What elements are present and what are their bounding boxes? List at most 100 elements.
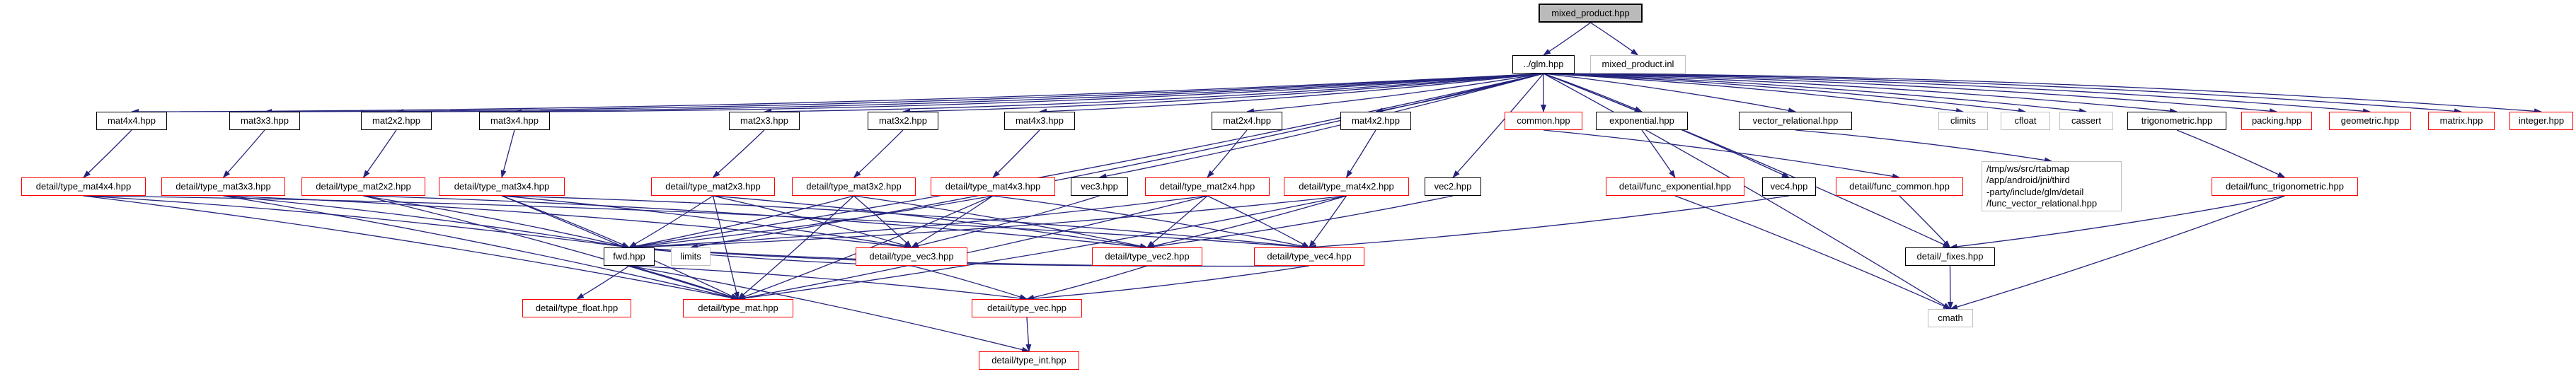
edge-type-mat4x3-to-fwd-hpp xyxy=(628,195,994,250)
edge-glm-hpp-to-cassert xyxy=(1543,73,2087,114)
edge-common-hpp-to-func-common xyxy=(1543,129,1900,180)
edge-type-mat3x3-to-type-mat xyxy=(223,195,739,300)
edge-vec2-hpp-to-type-vec2 xyxy=(1146,195,1454,250)
edge-type-mat4x2-to-type-vec4 xyxy=(1309,195,1347,248)
node-mat4x2-hpp[interactable]: mat4x2.hpp xyxy=(1340,112,1411,130)
edge-type-mat3x4-to-type-mat xyxy=(501,195,739,300)
edge-trigonometric-hpp-to-func-trigonometric xyxy=(2176,129,2286,178)
edge-mat4x4-hpp-to-type-mat4x4 xyxy=(83,129,132,178)
node-type-vec4[interactable]: detail/type_vec4.hpp xyxy=(1254,247,1364,266)
edge-type-mat3x2-to-type-mat xyxy=(737,195,854,300)
edge-type-vec3-to-type-vec xyxy=(911,265,1028,300)
node-mat4x3-hpp[interactable]: mat4x3.hpp xyxy=(1004,112,1075,130)
node-mixed-product-hpp: mixed_product.hpp xyxy=(1539,4,1643,23)
edge-type-vec4-to-fwd-hpp xyxy=(628,245,1310,267)
node-type-mat2x4[interactable]: detail/type_mat2x4.hpp xyxy=(1145,177,1270,196)
edge-fwd-hpp-to-type-int xyxy=(628,265,1030,353)
node-type-mat4x3[interactable]: detail/type_mat4x3.hpp xyxy=(931,177,1055,196)
node-exponential-hpp[interactable]: exponential.hpp xyxy=(1596,112,1688,130)
edge-type-mat4x3-to-type-vec3 xyxy=(911,195,994,248)
node-func-exponential[interactable]: detail/func_exponential.hpp xyxy=(1606,177,1744,196)
node-geometric-hpp[interactable]: geometric.hpp xyxy=(2329,112,2411,130)
edge-glm-hpp-to-fixes xyxy=(1543,73,1951,248)
edge-type-mat4x4-to-type-vec4 xyxy=(83,195,1310,250)
node-matrix-hpp[interactable]: matrix.hpp xyxy=(2428,112,2495,130)
edge-mat4x2-hpp-to-type-mat4x2 xyxy=(1345,129,1376,178)
edge-type-mat4x4-to-fwd-hpp xyxy=(83,195,630,250)
edge-glm-hpp-to-limits xyxy=(690,73,1544,250)
node-type-vec2[interactable]: detail/type_vec2.hpp xyxy=(1092,247,1202,266)
node-type-mat3x4[interactable]: detail/type_mat3x4.hpp xyxy=(439,177,565,196)
node-type-mat[interactable]: detail/type_mat.hpp xyxy=(683,299,793,317)
node-func-trigonometric[interactable]: detail/func_trigonometric.hpp xyxy=(2212,177,2358,196)
node-mat2x3-hpp[interactable]: mat2x3.hpp xyxy=(729,112,800,130)
node-type-mat4x2[interactable]: detail/type_mat4x2.hpp xyxy=(1284,177,1409,196)
edge-glm-hpp-to-mat2x3-hpp xyxy=(764,73,1544,115)
edge-type-mat3x4-to-type-vec4 xyxy=(501,195,1310,250)
node-fwd-hpp[interactable]: fwd.hpp xyxy=(604,247,655,266)
edge-fwd-hpp-to-type-mat xyxy=(628,265,739,300)
node-type-mat3x2[interactable]: detail/type_mat3x2.hpp xyxy=(792,177,916,196)
node-mixed-product-inl: mixed_product.inl xyxy=(1590,55,1686,74)
node-mat4x4-hpp[interactable]: mat4x4.hpp xyxy=(96,112,167,130)
node-mat3x4-hpp[interactable]: mat3x4.hpp xyxy=(479,112,550,130)
edge-glm-hpp-to-cmath xyxy=(1543,73,1951,310)
edge-glm-hpp-to-mat3x2-hpp xyxy=(902,73,1544,115)
edge-glm-hpp-to-vector-relational-hpp xyxy=(1543,73,1796,114)
node-type-float[interactable]: detail/type_float.hpp xyxy=(522,299,631,317)
edge-mat2x4-hpp-to-type-mat2x4 xyxy=(1207,129,1248,178)
node-type-int[interactable]: detail/type_int.hpp xyxy=(979,351,1079,370)
node-type-mat2x2[interactable]: detail/type_mat2x2.hpp xyxy=(301,177,425,196)
node-vec3-hpp[interactable]: vec3.hpp xyxy=(1071,177,1128,196)
node-integer-hpp[interactable]: integer.hpp xyxy=(2509,112,2573,130)
edge-type-mat3x3-to-fwd-hpp xyxy=(223,195,630,250)
edge-mat3x4-hpp-to-type-mat3x4 xyxy=(500,129,515,178)
node-vec2-hpp[interactable]: vec2.hpp xyxy=(1425,177,1481,196)
node-type-mat2x3[interactable]: detail/type_mat2x3.hpp xyxy=(651,177,775,196)
node-packing-hpp[interactable]: packing.hpp xyxy=(2241,112,2312,130)
edge-mat2x3-hpp-to-type-mat2x3 xyxy=(712,129,765,178)
edge-type-mat4x2-to-type-vec2 xyxy=(1146,195,1347,249)
edge-type-vec-to-type-int xyxy=(1025,317,1032,352)
node-common-hpp[interactable]: common.hpp xyxy=(1505,112,1582,130)
node-glm-hpp[interactable]: ../glm.hpp xyxy=(1512,55,1575,74)
edge-mixed-product-hpp-to-mixed-product-inl xyxy=(1590,22,1639,56)
edge-type-mat2x4-to-type-vec4 xyxy=(1207,195,1310,248)
edge-glm-hpp-to-integer-hpp xyxy=(1543,73,2542,115)
edge-type-mat2x4-to-fwd-hpp xyxy=(628,195,1208,250)
edge-type-mat3x2-to-fwd-hpp xyxy=(628,195,854,250)
node-mat3x3-hpp[interactable]: mat3x3.hpp xyxy=(229,112,300,130)
edge-fwd-hpp-to-type-vec xyxy=(628,265,1028,301)
edge-type-mat4x2-to-type-mat xyxy=(737,195,1347,301)
edge-glm-hpp-to-mat2x4-hpp xyxy=(1246,73,1544,115)
edge-glm-hpp-to-vec3-hpp xyxy=(1098,73,1544,179)
node-limits: limits xyxy=(671,247,711,266)
node-mat2x4-hpp[interactable]: mat2x4.hpp xyxy=(1212,112,1282,130)
edge-mat4x3-hpp-to-type-mat4x3 xyxy=(992,129,1040,178)
edge-glm-hpp-to-climits xyxy=(1543,73,1964,114)
edge-func-exponential-to-cmath xyxy=(1674,195,1951,310)
node-cfloat: cfloat xyxy=(2001,112,2050,130)
node-mat2x2-hpp[interactable]: mat2x2.hpp xyxy=(361,112,432,130)
node-vector-relational-hpp[interactable]: vector_relational.hpp xyxy=(1739,112,1852,130)
node-func-common[interactable]: detail/func_common.hpp xyxy=(1836,177,1963,196)
edge-type-mat4x3-to-type-vec4 xyxy=(992,195,1310,249)
node-type-mat3x3[interactable]: detail/type_mat3x3.hpp xyxy=(161,177,285,196)
node-mat3x2-hpp[interactable]: mat3x2.hpp xyxy=(868,112,938,130)
node-trigonometric-hpp[interactable]: trigonometric.hpp xyxy=(2127,112,2226,130)
node-climits: climits xyxy=(1938,112,1988,130)
node-type-mat4x4[interactable]: detail/type_mat4x4.hpp xyxy=(21,177,146,196)
node-vec4-hpp[interactable]: vec4.hpp xyxy=(1762,177,1816,196)
edge-fwd-hpp-to-type-float xyxy=(576,265,630,300)
edge-type-mat2x3-to-type-mat xyxy=(712,195,740,300)
edge-glm-hpp-to-matrix-hpp xyxy=(1543,73,2462,115)
edge-glm-hpp-to-vec2-hpp xyxy=(1452,73,1544,178)
node-type-vec3[interactable]: detail/type_vec3.hpp xyxy=(856,247,967,266)
edge-type-mat2x4-to-type-mat xyxy=(737,195,1208,301)
edge-fixes-to-cmath xyxy=(1947,265,1953,310)
edge-func-trigonometric-to-cmath xyxy=(1950,195,2285,310)
edge-glm-hpp-to-mat4x3-hpp xyxy=(1039,73,1544,115)
node-type-vec[interactable]: detail/type_vec.hpp xyxy=(972,299,1082,317)
node-fixes[interactable]: detail/_fixes.hpp xyxy=(1905,247,1995,266)
edge-type-mat4x4-to-type-mat xyxy=(83,195,739,301)
